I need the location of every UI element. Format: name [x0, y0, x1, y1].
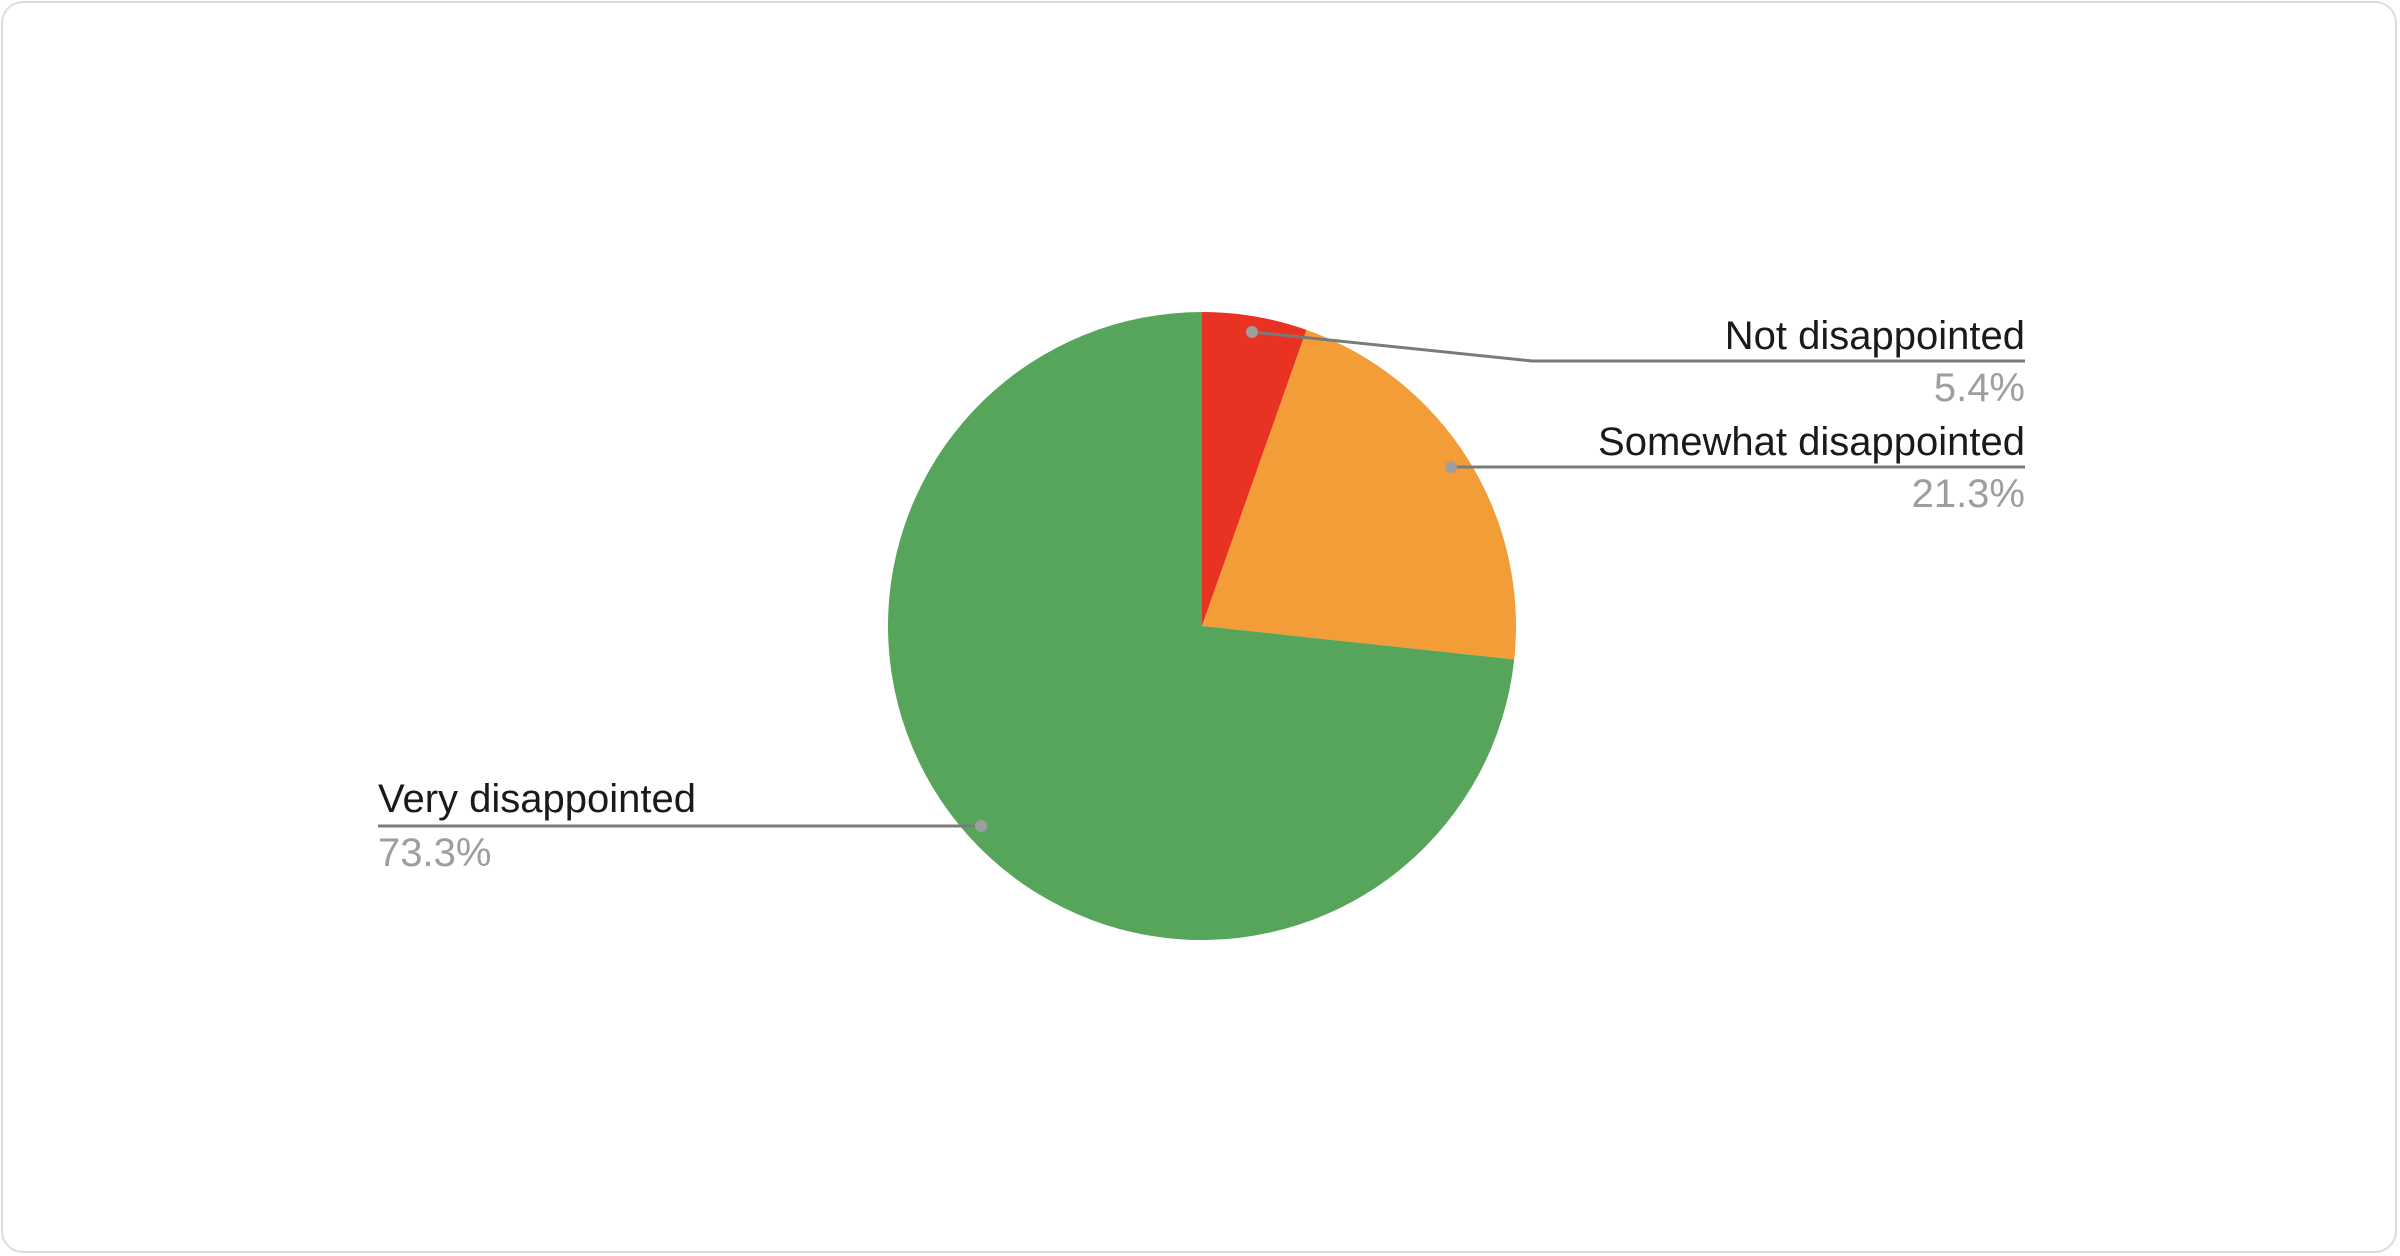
slice-label-very-disappointed: Very disappointed — [378, 777, 696, 821]
leader-dot-0 — [1246, 326, 1258, 338]
pie-slice-very-disappointed — [888, 312, 1515, 940]
slice-percent-somewhat-disappointed: 21.3% — [1912, 472, 2025, 516]
leader-dot-2 — [975, 820, 987, 832]
pie-slice-not-disappointed — [1202, 312, 1307, 626]
slice-label-not-disappointed: Not disappointed — [1725, 314, 2025, 358]
slice-percent-not-disappointed: 5.4% — [1934, 366, 2025, 410]
leader-dot-1 — [1445, 461, 1457, 473]
slice-percent-very-disappointed: 73.3% — [378, 831, 491, 875]
leader-line-0 — [1251, 330, 2025, 363]
pie-slice-somewhat-disappointed — [1202, 329, 1516, 660]
slice-label-somewhat-disappointed: Somewhat disappointed — [1598, 420, 2025, 464]
